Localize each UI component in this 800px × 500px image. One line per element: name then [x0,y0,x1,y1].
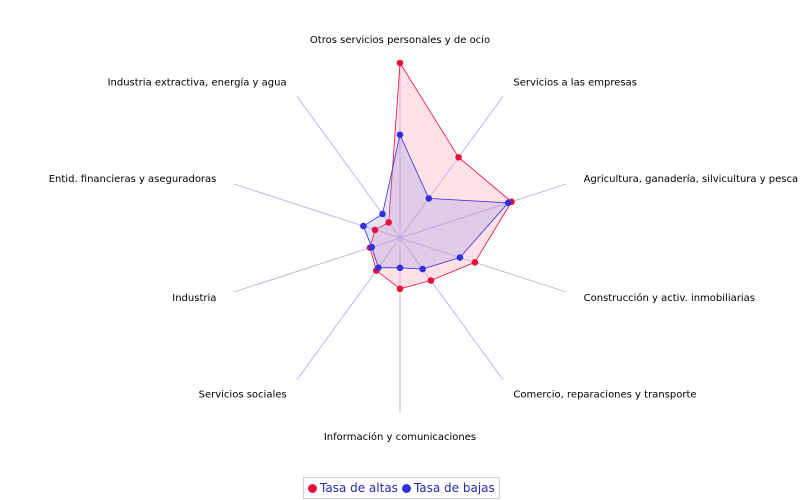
category-label-8: Entid. financieras y aseguradoras [49,174,217,185]
point-s0-3[interactable] [471,259,479,266]
category-label-1: Servicios a las empresas [513,77,637,88]
point-s1-6[interactable] [375,264,382,272]
point-s1-7[interactable] [368,243,376,251]
point-s1-8[interactable] [360,222,367,230]
spoke-6 [296,237,401,380]
legend-item-altas[interactable]: Tasa de altas [308,481,398,495]
category-label-7: Industria [172,293,216,304]
legend-item-bajas[interactable]: Tasa de bajas [401,481,495,495]
legend-marker-bajas-icon [401,483,411,493]
legend: Tasa de altas Tasa de bajas [303,477,500,499]
category-label-3: Construcción y activ. inmobiliarias [584,292,755,304]
point-s0-8[interactable] [371,226,379,234]
point-s0-5[interactable] [396,285,404,293]
series-polygons [362,61,513,290]
point-s0-9[interactable] [385,219,393,226]
point-s1-5[interactable] [396,264,404,272]
series-points [360,59,515,293]
point-s0-1[interactable] [455,154,462,161]
category-label-6: Servicios sociales [199,390,287,401]
point-s0-4[interactable] [427,277,435,284]
category-labels: Otros servicios personales y de ocio Serv… [49,35,798,443]
spoke-3 [399,237,567,293]
spoke-4 [399,237,504,380]
legend-label-bajas: Tasa de bajas [413,481,495,495]
category-label-2: Agricultura, ganadería, silvicultura y p… [584,173,799,185]
spoke-2 [399,183,567,239]
point-s0-0[interactable] [396,59,404,67]
category-label-9: Industria extractiva, energía y agua [108,76,287,88]
legend-label-altas: Tasa de altas [320,481,398,495]
category-label-5: Información y comunicaciones [324,431,476,443]
point-s1-3[interactable] [456,254,464,261]
spoke-1 [399,96,504,239]
point-s1-4[interactable] [419,265,426,273]
legend-marker-altas-icon [308,483,317,493]
category-label-4: Comercio, reparaciones y transporte [513,390,696,401]
point-s1-0[interactable] [396,131,404,139]
category-label-0: Otros servicios personales y de ocio [310,35,490,46]
point-s1-2[interactable] [504,199,512,207]
point-s1-9[interactable] [379,210,386,218]
point-s1-1[interactable] [425,195,433,202]
